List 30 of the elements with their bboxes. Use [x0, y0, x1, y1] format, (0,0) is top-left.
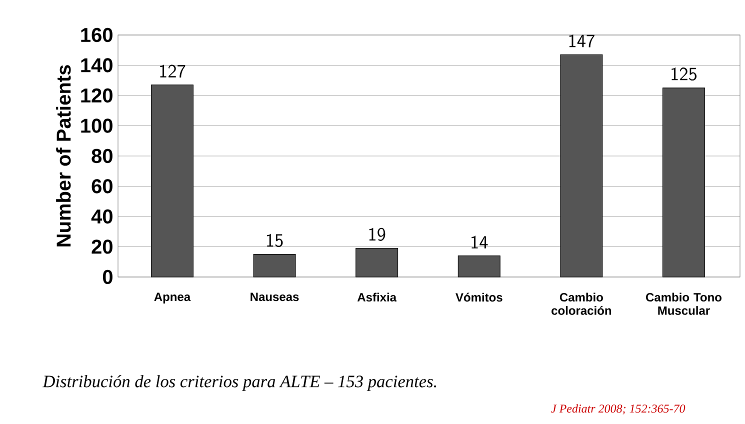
- x-tick-label: Cambio coloración: [552, 292, 612, 315]
- bar: [458, 256, 500, 278]
- data-label: 147: [569, 34, 594, 48]
- data-label: 125: [672, 68, 697, 81]
- text: Distribución de los criterios para ALTE – 153 pacientes.: [42, 375, 436, 391]
- data-label: 14: [472, 236, 488, 248]
- x-tick-label: Nauseas: [250, 292, 299, 302]
- x-tick-label: Asfixia: [357, 292, 397, 302]
- y-tick-label: 20: [92, 240, 112, 254]
- y-tick-label: 40: [91, 209, 112, 224]
- x-tick-label: Cambio Tono Muscular: [646, 292, 722, 315]
- bar: [253, 254, 296, 278]
- x-tick-label: Apnea: [154, 292, 191, 304]
- bar: [356, 248, 398, 278]
- data-label: 15: [267, 234, 283, 247]
- y-tick-label: 0: [102, 270, 112, 284]
- y-tick-label: 80: [92, 148, 112, 164]
- y-tick-label: 140: [81, 58, 112, 72]
- data-label: 19: [369, 228, 386, 241]
- bar: [150, 84, 194, 278]
- bar: [662, 88, 705, 278]
- x-tick-label: Vómitos: [456, 292, 502, 302]
- y-tick-label: 160: [81, 28, 112, 42]
- text: J Pediatr 2008; 152:365-70: [551, 404, 686, 414]
- y-axis-title: Number of Patients: [56, 65, 71, 246]
- data-label: 127: [160, 64, 186, 78]
- y-tick-label: 60: [92, 179, 112, 194]
- bar: [560, 54, 603, 278]
- y-tick-label: 100: [81, 118, 112, 133]
- y-tick-label: 120: [81, 88, 112, 103]
